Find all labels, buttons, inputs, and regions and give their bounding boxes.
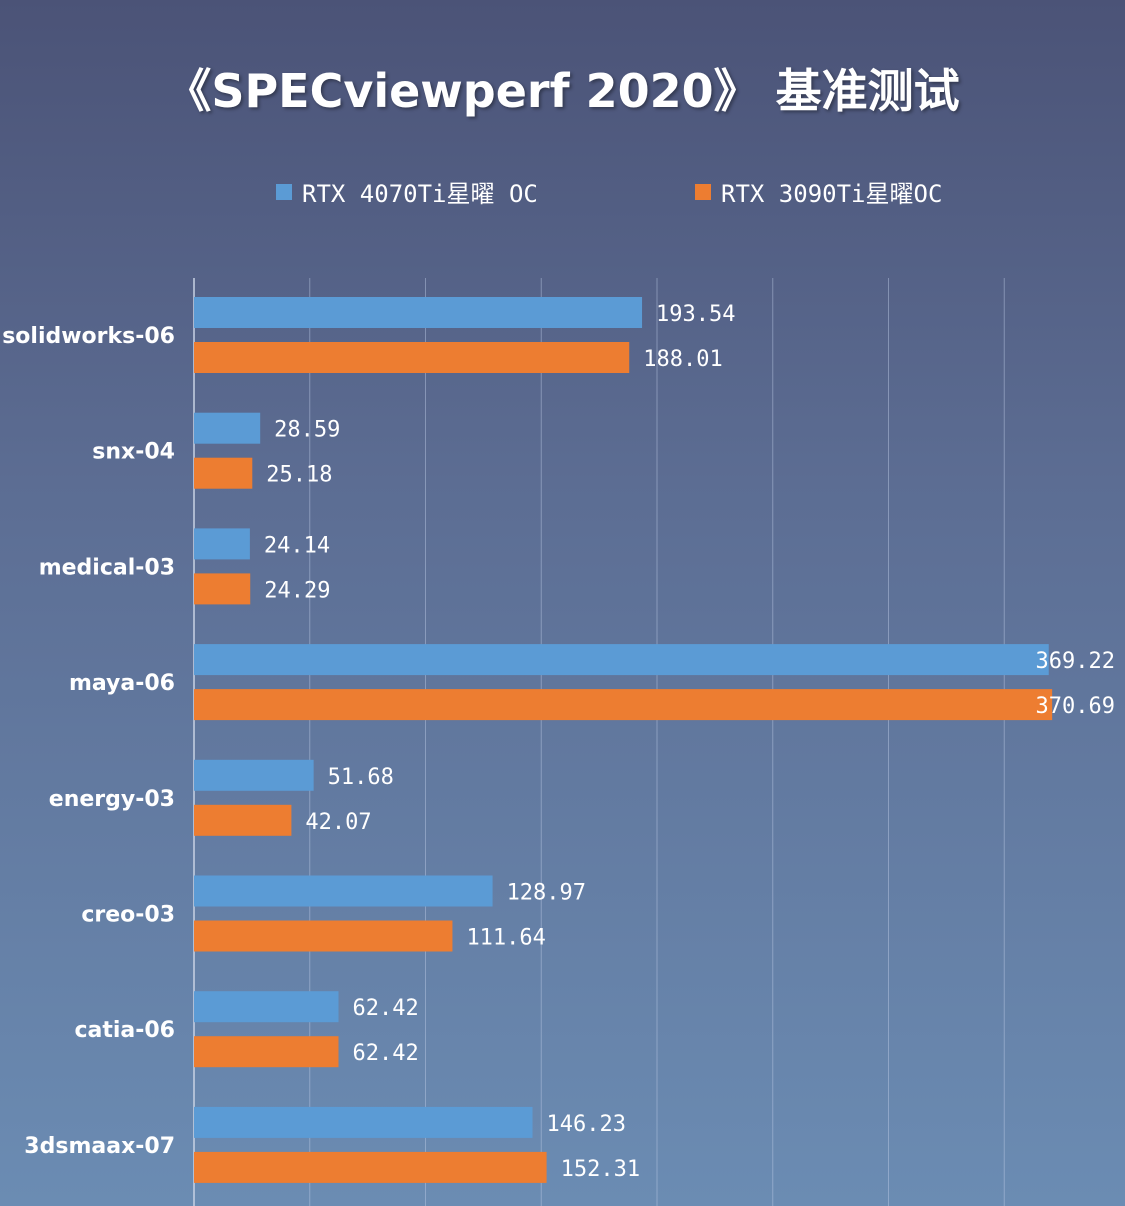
category-label: creo-03 [81,903,175,928]
bar-3090ti [194,689,1053,721]
data-label: 370.69 [1036,694,1115,719]
data-label: 369.22 [1036,649,1115,674]
bar-4070ti [194,1106,533,1138]
legend-label: RTX 3090Ti星曜OC [721,180,943,208]
legend-swatch-blue [276,183,292,200]
category-label: energy-03 [49,787,175,812]
legend-label: RTX 4070Ti星曜 OC [302,180,538,208]
bar-4070ti [194,528,250,560]
data-label: 28.59 [274,418,340,443]
bar-3090ti [194,920,453,952]
chart-title: 《SPECviewperf 2020》 基准测试 [165,64,960,118]
data-label: 146.23 [547,1112,626,1137]
data-label: 42.07 [305,810,371,835]
bar-3090ti [194,342,630,373]
category-label: medical-03 [39,555,175,580]
bar-4070ti [194,412,261,444]
legend-item-4070ti: RTX 4070Ti星曜 OC [276,174,538,209]
category-label: 3dsmaax-07 [24,1134,175,1159]
legend-swatch-orange [695,183,711,200]
data-label: 24.14 [264,533,330,558]
bar-3090ti [194,573,251,605]
legend-item-3090ti: RTX 3090Ti星曜OC [695,174,942,209]
bar-3090ti [194,1036,339,1068]
data-label: 193.54 [656,302,735,327]
category-label: snx-04 [92,440,175,465]
bar-3090ti [194,1151,547,1183]
bar-4070ti [194,759,314,791]
data-label: 111.64 [466,926,545,951]
data-label: 51.68 [328,765,394,790]
category-label: solidworks-06 [2,324,175,349]
data-label: 25.18 [266,463,332,488]
data-label: 188.01 [643,347,722,372]
bar-4070ti [194,991,339,1023]
data-label: 128.97 [507,881,586,906]
category-label: maya-06 [69,671,175,696]
bar-4070ti [194,297,643,328]
data-label: 24.29 [264,578,330,603]
bar-4070ti [194,644,1049,676]
bar-3090ti [194,804,292,836]
bar-4070ti [194,875,493,907]
data-label: 62.42 [353,996,419,1021]
bar-3090ti [194,457,253,489]
data-label: 62.42 [353,1041,419,1066]
data-label: 152.31 [561,1157,640,1182]
category-label: catia-06 [74,1018,175,1043]
